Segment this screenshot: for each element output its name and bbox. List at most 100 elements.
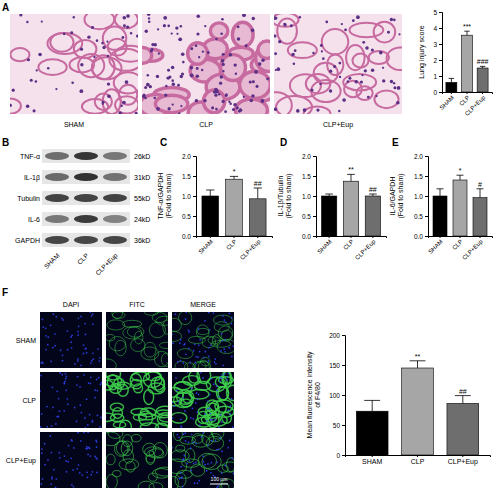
nucleus — [276, 67, 280, 71]
panel-letter: C — [160, 137, 167, 148]
fluorescence-image — [40, 432, 102, 488]
dapi-nucleus — [204, 320, 206, 322]
dapi-nucleus — [89, 414, 91, 416]
nucleus — [148, 17, 150, 19]
nucleus — [393, 19, 396, 22]
significance-mark: ## — [459, 388, 467, 395]
dapi-nucleus — [224, 351, 226, 353]
blot-band — [45, 152, 69, 160]
dapi-nucleus — [100, 417, 102, 419]
alveolar-wall — [155, 95, 187, 112]
error-bar-cap — [449, 78, 454, 79]
nucleus — [201, 69, 203, 71]
y-axis-title: TNF-α/GAPDH — [157, 173, 164, 220]
dapi-nucleus — [199, 424, 201, 426]
nucleus — [102, 103, 104, 105]
y-tick-mark — [313, 216, 316, 217]
nucleus — [180, 25, 183, 28]
protein-label: IL-1β — [24, 174, 40, 182]
nucleus — [218, 93, 220, 95]
x-tick: SHAM — [362, 455, 382, 465]
dapi-nucleus — [45, 335, 47, 337]
nucleus — [319, 83, 321, 85]
fitc-signal — [144, 447, 163, 457]
nucleus — [221, 18, 224, 21]
dapi-nucleus — [74, 363, 76, 365]
dapi-nucleus — [207, 360, 209, 362]
dapi-nucleus — [71, 440, 73, 442]
fitc-signal — [177, 470, 193, 478]
dapi-nucleus — [203, 357, 205, 359]
bar — [473, 198, 487, 236]
x-axis: SHAMCLPCLP+Eup — [197, 236, 273, 261]
dapi-nucleus — [97, 415, 99, 417]
error-bar-stem — [462, 396, 463, 404]
y-tick: 150 — [329, 362, 345, 369]
dapi-nucleus — [179, 478, 181, 480]
dapi-nucleus — [216, 390, 218, 392]
dapi-nucleus — [86, 471, 88, 473]
dapi-nucleus — [76, 468, 78, 470]
x-tick-label: SHAM — [316, 238, 333, 255]
dapi-nucleus — [193, 462, 195, 464]
y-axis-title: Mean fluorescence intensity — [306, 351, 314, 438]
dapi-nucleus — [175, 377, 177, 379]
dapi-nucleus — [54, 345, 56, 347]
x-tick: SHAM — [316, 236, 333, 255]
fitc-signal — [206, 403, 219, 418]
dapi-nucleus — [91, 315, 93, 317]
nucleus — [123, 16, 127, 20]
dapi-nucleus — [192, 418, 194, 420]
dapi-nucleus — [86, 398, 88, 400]
dapi-nucleus — [65, 373, 67, 375]
bar — [447, 403, 479, 455]
dapi-nucleus — [51, 425, 53, 427]
dapi-nucleus — [41, 319, 43, 321]
dapi-nucleus — [186, 463, 188, 465]
dapi-nucleus — [73, 486, 75, 488]
fitc-signal — [159, 342, 168, 348]
error-bar — [369, 194, 377, 196]
y-tick: 5 — [433, 9, 442, 16]
protein-label: Tubulin — [17, 195, 40, 202]
alveolar-wall — [235, 99, 267, 114]
bar — [433, 196, 447, 236]
fitc-signal — [110, 384, 122, 393]
blot-band — [103, 215, 127, 223]
alveolar-wall — [221, 55, 246, 81]
histology-image — [142, 14, 270, 114]
fitc-signal — [222, 462, 234, 472]
x-axis: SHAMCLPCLP+Eup — [346, 455, 491, 466]
alveolar-wall — [188, 43, 208, 64]
alveolar-wall — [38, 59, 66, 75]
nucleus — [371, 49, 374, 52]
nucleus — [167, 107, 170, 110]
significance-mark: ### — [477, 58, 489, 65]
dapi-nucleus — [52, 313, 54, 315]
dapi-nucleus — [190, 470, 192, 472]
nucleus — [222, 63, 225, 66]
error-bar-cap — [364, 400, 380, 401]
dapi-nucleus — [63, 382, 65, 384]
dapi-nucleus — [194, 343, 196, 345]
nucleus — [182, 61, 185, 64]
dapi-nucleus — [59, 410, 61, 412]
y-tick-mark — [342, 455, 345, 456]
dapi-nucleus — [230, 398, 232, 400]
fitc-signal — [182, 459, 200, 467]
y-axis-title: (Fold to sham) — [285, 173, 293, 218]
nucleus — [220, 75, 224, 79]
y-tick-label: 4 — [433, 25, 437, 32]
y-tick-mark — [313, 156, 316, 157]
alveolar-wall — [304, 107, 331, 114]
blot-band — [103, 173, 127, 181]
error-bar — [230, 176, 238, 179]
fitc-signal — [107, 320, 125, 330]
dapi-nucleus — [41, 413, 43, 415]
dapi-nucleus — [211, 440, 213, 442]
nucleus — [329, 89, 332, 92]
dapi-nucleus — [85, 448, 87, 450]
size-label: 26kD — [134, 153, 150, 160]
dapi-nucleus — [77, 317, 79, 319]
alveolar-wall — [352, 54, 368, 68]
